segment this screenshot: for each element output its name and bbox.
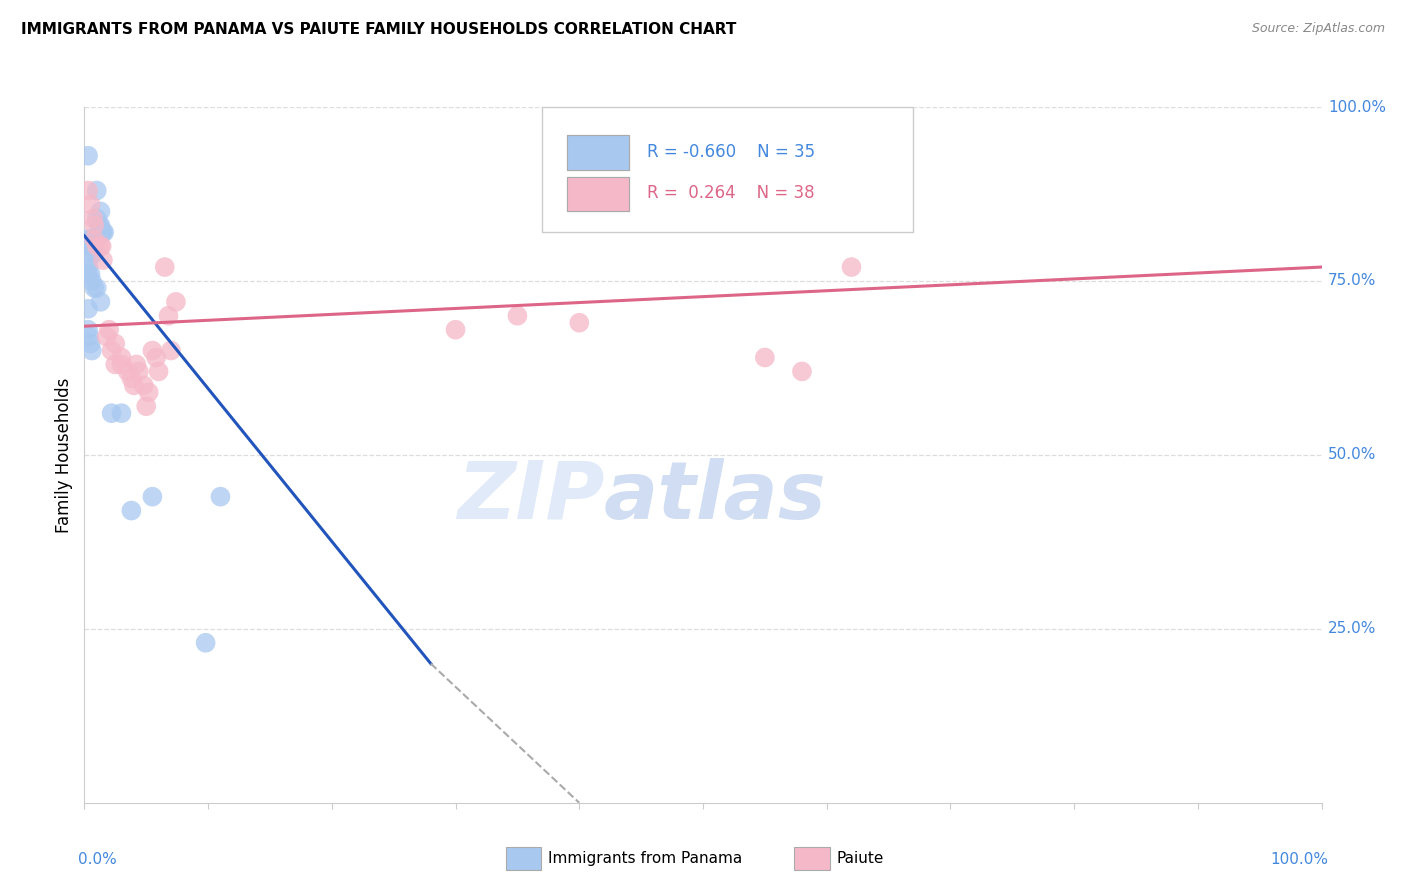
Point [444,323,467,337]
Point [120,503,142,517]
Point [83,246,105,260]
Point [89,219,111,233]
Point [83,219,105,233]
Point [77,301,100,316]
Point [120,371,142,385]
Point [79,239,101,253]
Point [93,225,115,239]
Point [90,225,112,239]
Text: 0.0%: 0.0% [79,852,117,866]
Point [80,239,103,253]
Point [104,336,127,351]
Point [110,406,132,420]
Text: ZIP: ZIP [457,458,605,536]
Point [138,385,160,400]
Text: Source: ZipAtlas.com: Source: ZipAtlas.com [1251,22,1385,36]
Point [80,343,103,358]
Point [82,211,104,226]
FancyBboxPatch shape [543,107,914,232]
Point [86,211,108,226]
Text: 100.0%: 100.0% [1270,852,1327,866]
Point [110,358,132,372]
Point [110,351,132,365]
Point [86,239,108,253]
Point [83,232,105,246]
Point [89,219,111,233]
Point [89,204,111,219]
Point [90,239,112,253]
Point [89,294,111,309]
Point [89,239,111,253]
Point [506,309,529,323]
Point [98,323,121,337]
Point [141,343,163,358]
Text: R = -0.660    N = 35: R = -0.660 N = 35 [647,143,815,161]
Point [141,490,163,504]
Point [194,636,217,650]
Point [90,225,112,239]
Text: Immigrants from Panama: Immigrants from Panama [548,852,742,866]
Text: Paiute: Paiute [837,852,884,866]
Point [841,260,863,274]
Point [209,490,232,504]
Point [128,364,150,378]
Point [122,378,145,392]
Text: R =  0.264    N = 38: R = 0.264 N = 38 [647,185,815,202]
Point [79,267,101,281]
Point [132,378,155,392]
Point [104,358,127,372]
Point [790,364,813,378]
Point [165,294,187,309]
Point [82,239,104,253]
Point [77,267,100,281]
Point [754,351,776,365]
Text: 100.0%: 100.0% [1327,100,1386,114]
Bar [567,135,628,169]
Point [568,316,591,330]
Point [91,225,114,239]
Point [160,343,183,358]
Point [77,253,100,268]
Point [145,351,167,365]
Text: 50.0%: 50.0% [1327,448,1376,462]
Text: 25.0%: 25.0% [1327,622,1376,636]
Point [148,364,170,378]
Text: atlas: atlas [605,458,827,536]
Point [135,399,157,413]
Point [100,406,122,420]
Point [77,323,100,337]
Y-axis label: Family Households: Family Households [55,377,73,533]
Point [77,232,100,246]
Point [79,232,101,246]
Text: IMMIGRANTS FROM PANAMA VS PAIUTE FAMILY HOUSEHOLDS CORRELATION CHART: IMMIGRANTS FROM PANAMA VS PAIUTE FAMILY … [21,22,737,37]
Point [80,274,103,288]
Point [83,281,105,295]
Point [153,260,176,274]
Point [157,309,180,323]
Point [96,329,118,343]
Point [77,260,100,274]
Point [125,358,148,372]
Point [86,184,108,198]
Point [79,329,101,343]
Point [100,343,122,358]
Point [79,336,101,351]
Point [86,281,108,295]
Point [91,253,114,268]
Point [877,100,900,114]
Point [117,364,139,378]
Point [77,184,100,198]
Text: 75.0%: 75.0% [1327,274,1376,288]
Point [77,149,100,163]
Point [79,197,101,211]
Bar [567,177,628,211]
